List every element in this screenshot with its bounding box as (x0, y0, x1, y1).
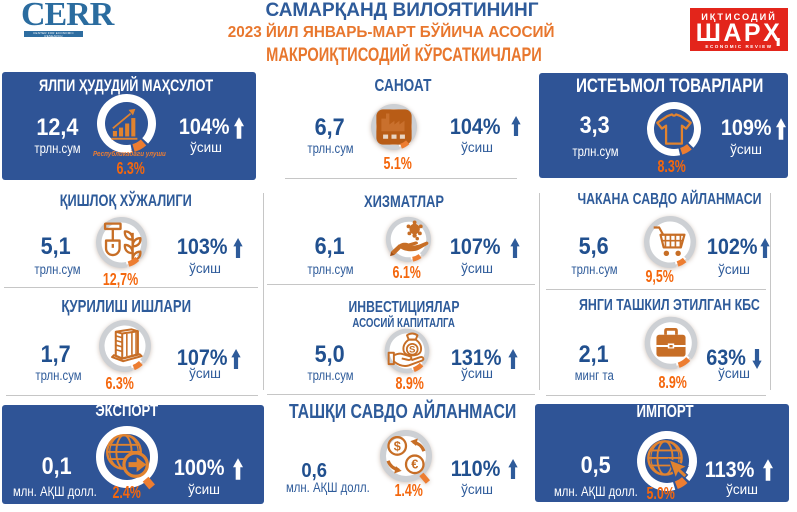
svg-text:S: S (409, 345, 416, 356)
svg-text:€: € (411, 458, 418, 472)
svg-text:$: $ (394, 439, 401, 453)
